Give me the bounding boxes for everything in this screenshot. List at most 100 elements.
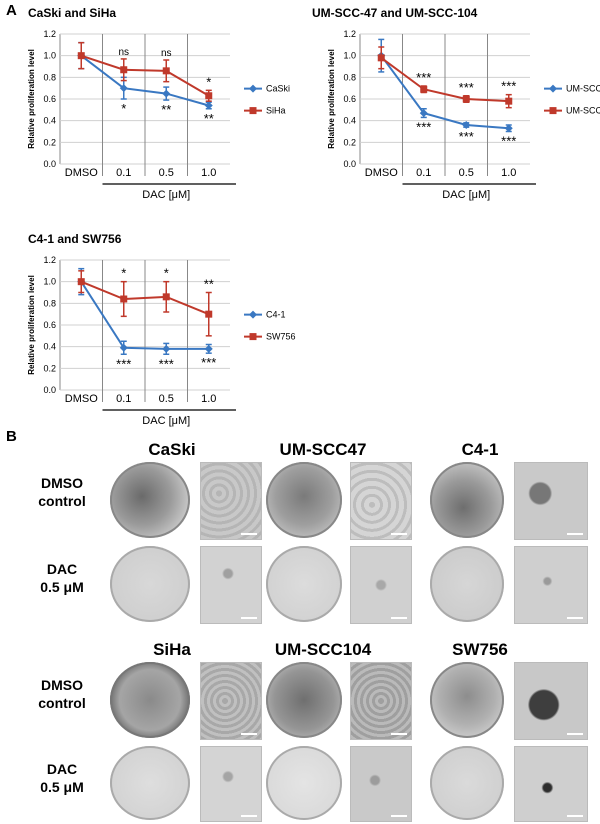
chart-title-2: UM-SCC-47 and UM-SCC-104 (312, 6, 478, 20)
panel-a-label: A (6, 2, 17, 19)
y-tick-label: 0.4 (343, 116, 356, 126)
data-point (77, 52, 85, 60)
significance-label: *** (416, 70, 431, 85)
data-point (162, 89, 171, 98)
x-tick-label: DMSO (365, 167, 398, 179)
micrograph-sw756-dac (514, 746, 588, 822)
legend-label: SW756 (266, 332, 296, 342)
x-tick-label: 0.1 (416, 167, 431, 179)
data-point (119, 343, 128, 352)
legend-label: UM-SCC-104 (566, 106, 600, 116)
legend-label: UM-SCC-47 (566, 84, 600, 94)
y-tick-label: 0.0 (343, 159, 356, 169)
data-point (462, 95, 470, 103)
row-label-dac-2: DAC 0.5 μM (22, 760, 102, 796)
significance-label: ns (118, 47, 129, 58)
series-line-sw756 (80, 280, 210, 316)
y-tick-label: 0.6 (43, 94, 56, 104)
significance-label: * (206, 74, 211, 89)
cell-name-c41: C4-1 (461, 440, 499, 459)
legend-label: SiHa (266, 106, 286, 116)
significance-label: ns (161, 48, 172, 59)
micrograph-siha-dac (200, 746, 262, 822)
micrograph-umscc47-dac (350, 546, 412, 624)
chart-title-3: C4-1 and SW756 (28, 232, 122, 246)
dish-siha-dmso (110, 662, 190, 738)
data-point (204, 101, 213, 110)
significance-label: *** (159, 356, 174, 371)
significance-label: *** (116, 356, 131, 371)
legend-marker (249, 310, 257, 319)
dish-umscc47-dac (266, 546, 342, 622)
row-label-dmso-2: DMSO control (22, 676, 102, 712)
series-line-c4-1 (80, 281, 209, 350)
y-axis-label: Relative proliferation level (27, 275, 36, 375)
data-point (120, 295, 128, 303)
y-tick-label: 0.4 (43, 342, 56, 352)
dish-caski-dac (110, 546, 190, 622)
data-point (120, 66, 128, 74)
micrograph-c41-dac (514, 546, 588, 624)
cell-name-siha: SiHa (153, 640, 191, 659)
dish-umscc104-dac (266, 746, 342, 820)
x-tick-label: 1.0 (201, 167, 216, 179)
y-tick-label: 1.2 (43, 255, 56, 265)
micrograph-umscc104-dac (350, 746, 412, 822)
cell-name-caski: CaSki (148, 440, 196, 459)
data-point (420, 85, 428, 93)
legend-marker (249, 107, 257, 115)
y-tick-label: 0.0 (43, 159, 56, 169)
data-point (77, 278, 85, 286)
significance-label: *** (459, 129, 474, 144)
row-label-line1: DAC (46, 761, 78, 777)
chart-c41-sw756: 0.0 0.2 0.4 0.6 0.8 1.0 1.2 DMSO 0.1 0.5 1.0 DAC [μ… (27, 255, 296, 427)
data-point (162, 344, 171, 353)
cell-name-sw756: SW756 (452, 640, 508, 659)
dish-umscc47-dmso (266, 462, 342, 538)
y-tick-label: 0.4 (43, 116, 56, 126)
dish-sw756-dac (430, 746, 504, 820)
row-label-line2: control (38, 695, 86, 711)
x-axis-label: DAC [μM] (142, 189, 190, 201)
significance-label: ** (161, 102, 171, 117)
cell-name-umscc47: UM-SCC47 (279, 440, 367, 459)
cell-name-umscc104: UM-SCC104 (274, 640, 372, 659)
significance-label: ** (204, 277, 214, 292)
row-label-line2: control (38, 493, 86, 509)
x-tick-label: DMSO (65, 393, 98, 405)
data-point (377, 54, 385, 62)
data-point (119, 84, 128, 93)
y-tick-label: 0.8 (43, 298, 56, 308)
x-tick-label: 1.0 (501, 167, 516, 179)
y-tick-label: 0.2 (43, 137, 56, 147)
micrograph-c41-dmso (514, 462, 588, 540)
y-tick-label: 1.2 (343, 29, 356, 39)
data-point (504, 124, 513, 133)
significance-label: * (164, 266, 169, 281)
legend-marker (249, 333, 257, 341)
y-tick-label: 0.8 (343, 72, 356, 82)
row-label-line2: 0.5 μM (40, 579, 84, 595)
legend-label: CaSki (266, 84, 290, 94)
significance-label: * (121, 266, 126, 281)
row-label-line1: DMSO (41, 677, 83, 693)
y-tick-label: 0.0 (43, 385, 56, 395)
y-tick-label: 1.0 (43, 51, 56, 61)
chart-umscc: 0.0 0.2 0.4 0.6 0.8 1.0 1.2 DMSO 0.1 0.5 1.0 DAC [μ… (327, 29, 600, 201)
chart-title-1: CaSki and SiHa (28, 6, 117, 20)
significance-label: *** (501, 79, 516, 94)
y-tick-label: 0.6 (343, 94, 356, 104)
x-tick-label: 0.5 (459, 167, 474, 179)
row-label-line1: DMSO (41, 475, 83, 491)
dish-caski-dmso (110, 462, 190, 538)
significance-label: ** (204, 111, 214, 126)
legend-marker (249, 84, 257, 93)
legend-marker (549, 84, 557, 93)
significance-label: *** (459, 80, 474, 95)
significance-label: *** (416, 119, 431, 134)
data-point (204, 344, 213, 353)
dish-siha-dac (110, 746, 190, 820)
data-point (162, 67, 170, 75)
x-tick-label: 0.5 (159, 393, 174, 405)
x-tick-label: 0.5 (159, 167, 174, 179)
